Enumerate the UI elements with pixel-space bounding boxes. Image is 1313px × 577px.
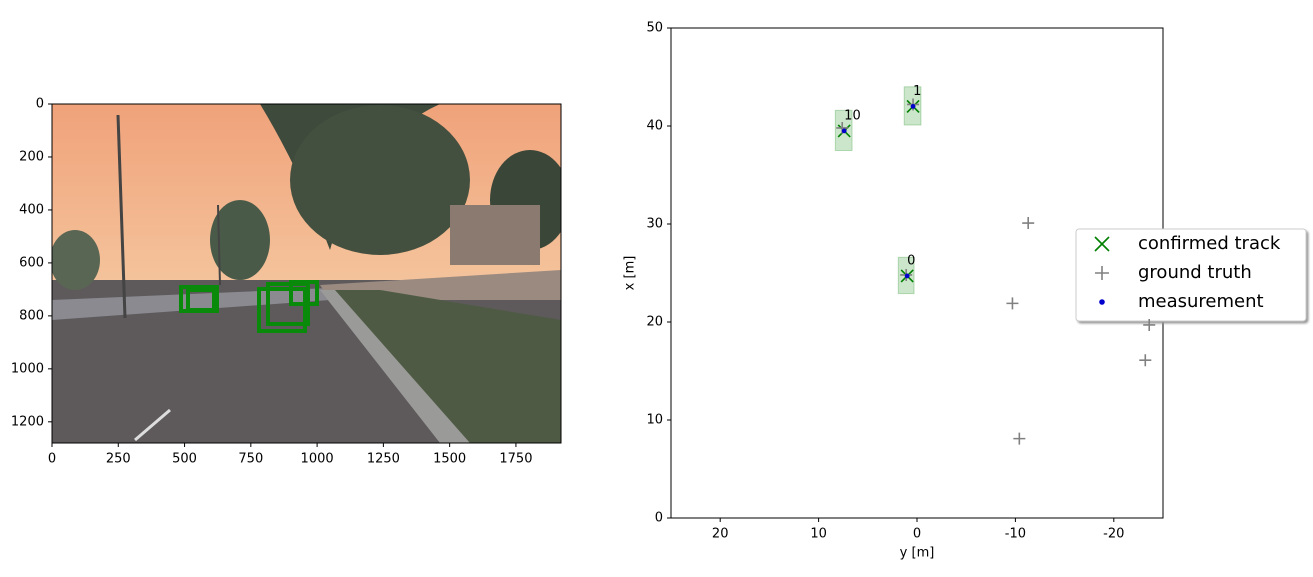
marker-dot — [910, 104, 916, 109]
y-tick-label: 200 — [19, 149, 44, 164]
track-label: 1 — [913, 84, 921, 99]
y-tick-label: 40 — [646, 119, 663, 134]
x-tick-label: -10 — [1005, 527, 1026, 542]
y-tick-label: 20 — [646, 315, 663, 330]
track-label: 10 — [844, 108, 861, 123]
y-tick-label: 0 — [36, 97, 44, 112]
marker-plus — [1095, 266, 1109, 280]
y-tick-label: 1200 — [11, 414, 44, 429]
marker-plus — [1013, 432, 1026, 445]
x-tick-label: 0 — [913, 527, 921, 542]
y-tick-label: 10 — [646, 413, 663, 428]
y-tick-label: 1000 — [11, 361, 44, 376]
x-tick-label: 1750 — [499, 452, 532, 467]
legend-label: measurement — [1138, 291, 1264, 312]
y-tick-label: 800 — [19, 308, 44, 323]
legend-label: ground truth — [1138, 262, 1252, 283]
y-tick-label: 50 — [646, 21, 663, 36]
x-tick-label: 1250 — [367, 452, 400, 467]
legend-label: confirmed track — [1138, 233, 1281, 254]
y-axis-label: x [m] — [623, 256, 638, 291]
x-tick-label: 1500 — [433, 452, 466, 467]
x-tick-label: 1000 — [301, 452, 334, 467]
x-tick-label: 10 — [810, 527, 827, 542]
marker-plus — [1006, 297, 1019, 310]
x-tick-label: -20 — [1103, 527, 1124, 542]
legend — [1075, 228, 1307, 322]
x-tick-label: 250 — [106, 452, 131, 467]
camera-image — [52, 104, 561, 443]
marker-x — [1094, 236, 1110, 252]
x-axis-label: y [m] — [900, 546, 935, 561]
marker-plus — [1139, 354, 1152, 367]
x-tick-label: 750 — [238, 452, 263, 467]
image-frame — [51, 103, 562, 444]
marker-plus — [1022, 217, 1035, 230]
marker-dot — [841, 128, 847, 134]
x-tick-label: 0 — [48, 452, 56, 467]
y-tick-label: 30 — [646, 217, 663, 232]
y-tick-label: 600 — [19, 255, 44, 270]
marker-dot — [1099, 299, 1105, 305]
x-tick-label: 500 — [172, 452, 197, 467]
x-tick-label: 20 — [712, 527, 729, 542]
marker-plus — [1143, 318, 1156, 331]
y-tick-label: 0 — [655, 511, 663, 526]
marker-dot — [904, 273, 910, 279]
track-label: 0 — [907, 253, 915, 268]
y-tick-label: 400 — [19, 202, 44, 217]
